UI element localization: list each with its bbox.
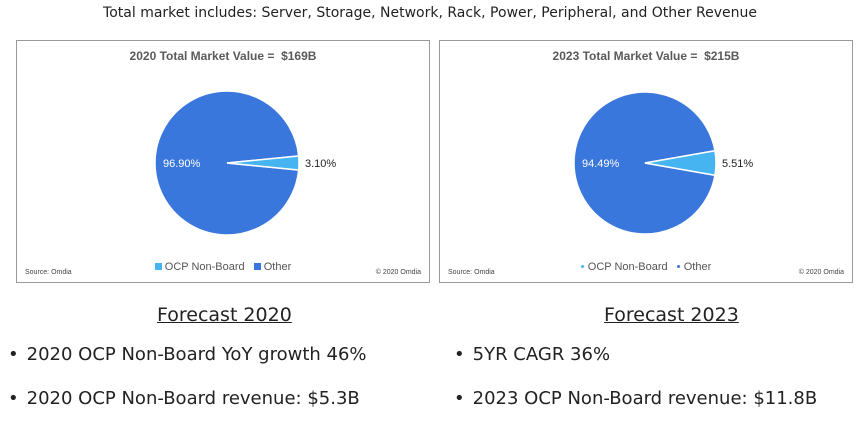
pie-slice-ocp-non-board [644, 149, 717, 177]
list-item: • 2020 OCP Non-Board revenue: $5.3B [8, 388, 360, 409]
legend-2023: OCP Non-Board Other [440, 261, 852, 273]
legend-label-other: Other [683, 261, 712, 273]
copyright-note: © 2020 Omdia [375, 269, 421, 276]
forecast-2023-title: Forecast 2023 [604, 304, 739, 326]
pie-slice-other [154, 90, 300, 236]
forecast-2020-list: • 2020 OCP Non-Board YoY growth 46% • 2020… [8, 344, 367, 432]
legend-item-other: Other [676, 261, 712, 273]
legend-marker-ocp [580, 264, 584, 268]
data-label-other: 94.49% [582, 158, 620, 170]
pie-chart-2023: 5.51% 94.49% [573, 91, 753, 235]
data-label-ocp-non-board: 5.51% [722, 158, 753, 170]
pie-slice-ocp-non-board [226, 155, 300, 171]
forecast-2023-list: • 5YR CAGR 36% • 2023 OCP Non-Board revenu… [454, 344, 817, 432]
legend-label-ocp: OCP Non-Board [587, 261, 668, 273]
list-item: • 2020 OCP Non-Board YoY growth 46% [8, 344, 367, 365]
legend-swatch-ocp [154, 263, 162, 270]
copyright-note: © 2020 Omdia [798, 269, 844, 276]
bullet-text: 2020 OCP Non-Board YoY growth 46% [26, 344, 367, 365]
legend-item-ocp: OCP Non-Board [580, 261, 668, 273]
chart-title-2020: 2020 Total Market Value = $169B [129, 49, 317, 63]
legend-item-ocp: OCP Non-Board [154, 261, 245, 273]
chart-title-2023: 2023 Total Market Value = $215B [552, 49, 740, 63]
market-note: Total market includes: Server, Storage, … [103, 5, 757, 21]
forecast-2020-title: Forecast 2020 [157, 304, 292, 326]
pie-slice-other [573, 91, 716, 235]
bullet-text: 5YR CAGR 36% [472, 344, 611, 365]
data-label-other: 96.90% [163, 158, 201, 170]
bullet-text: 2023 OCP Non-Board revenue: $11.8B [472, 388, 818, 409]
chart-panel-2023: 2023 Total Market Value = $215B 5.51% 94.… [439, 40, 853, 283]
data-label-ocp-non-board: 3.10% [305, 158, 336, 170]
chart-panel-2020: 2020 Total Market Value = $169B 3.10% 96.… [16, 40, 430, 283]
pie-chart-2020: 3.10% 96.90% [154, 90, 336, 236]
list-item: • 2023 OCP Non-Board revenue: $11.8B [454, 388, 818, 409]
legend-label-other: Other [263, 261, 292, 273]
list-item: • 5YR CAGR 36% [454, 344, 611, 365]
legend-swatch-other [253, 263, 261, 270]
bullet-text: 2020 OCP Non-Board revenue: $5.3B [26, 388, 360, 409]
legend-label-ocp: OCP Non-Board [164, 261, 245, 273]
source-note: Source: Omdia [25, 269, 72, 276]
legend-marker-other [676, 264, 680, 268]
legend-item-other: Other [253, 261, 292, 273]
legend-2020: OCP Non-Board Other [17, 261, 429, 273]
source-note: Source: Omdia [448, 269, 495, 276]
